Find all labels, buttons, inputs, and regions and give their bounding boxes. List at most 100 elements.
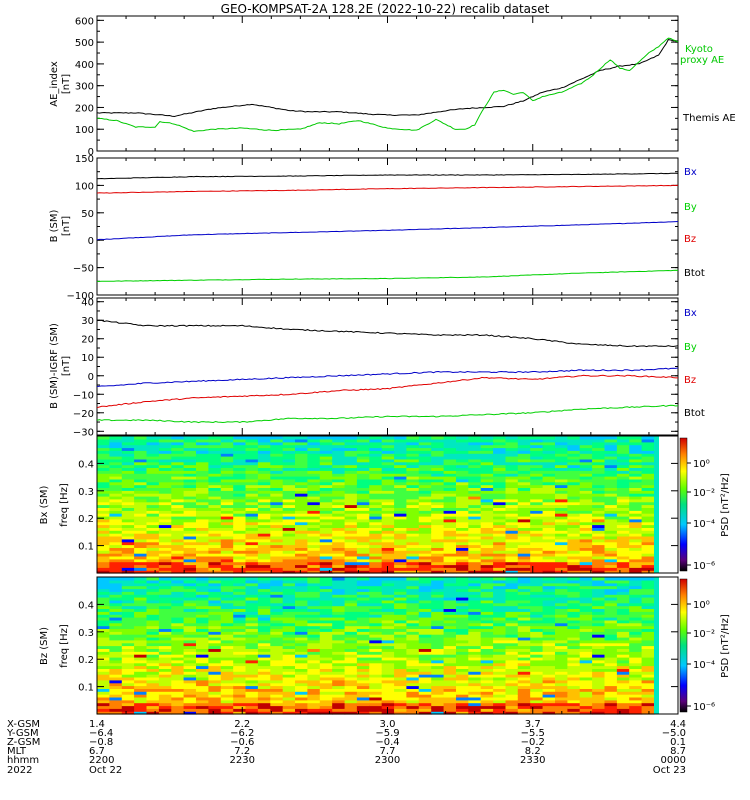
spectrogram-cell <box>282 478 296 483</box>
spectrogram-cell <box>332 665 346 669</box>
spectrogram-cell <box>406 501 420 506</box>
spectrogram-cell <box>270 702 284 707</box>
spectrogram-cell <box>257 588 271 592</box>
spectrogram-cell <box>245 521 259 526</box>
spectrogram-cell <box>282 510 296 514</box>
spectrogram-cell <box>307 656 321 661</box>
spectrogram-cell <box>418 473 432 477</box>
spectrogram-cell <box>97 504 110 508</box>
spectrogram-cell <box>233 599 247 604</box>
spectrogram-cell <box>307 464 321 468</box>
spectrogram-cell <box>356 567 370 571</box>
spectrogram-cell <box>505 659 519 664</box>
spectrogram-cell <box>356 591 370 595</box>
spectrogram-cell <box>344 577 358 581</box>
spectrogram-cell <box>480 671 494 675</box>
spectrogram-cell <box>245 513 259 517</box>
spectrogram-cell <box>97 619 110 624</box>
spectrogram-cell <box>431 642 445 647</box>
spectrogram-cell <box>394 702 408 707</box>
spectrogram-cell <box>542 456 556 460</box>
spectrogram-cell <box>604 602 618 607</box>
spectrogram-cell <box>220 599 234 604</box>
spectrogram-cell <box>233 441 247 446</box>
spectrogram-cell <box>555 507 568 511</box>
spectrogram-cell <box>208 639 222 644</box>
spectrogram-cell <box>418 544 432 548</box>
spectrogram-cell <box>567 521 581 526</box>
spectrogram-cell <box>517 504 531 508</box>
spectrogram-cell <box>356 450 370 454</box>
spectrogram-cell <box>171 493 185 497</box>
spectrogram-cell <box>344 567 358 571</box>
spectrogram-cell <box>97 513 110 517</box>
spectrogram-cell <box>493 467 507 471</box>
spectrogram-cell <box>530 685 544 689</box>
spectrogram-cell <box>220 498 234 503</box>
spectrogram-cell <box>567 507 581 511</box>
spectrogram-cell <box>468 665 482 669</box>
spectrogram-cell <box>493 547 507 551</box>
spectrogram-cell <box>208 582 222 587</box>
spectrogram-cell <box>456 473 469 477</box>
spectrogram-cell <box>344 665 358 669</box>
spectrogram-cell <box>517 645 531 649</box>
spectrogram-cell <box>456 541 469 546</box>
spectrogram-cell <box>443 602 457 607</box>
spectrogram-cell <box>220 447 234 451</box>
spectrogram-cell <box>146 570 160 574</box>
spectrogram-cell <box>121 438 135 443</box>
spectrogram-cell <box>158 441 172 446</box>
spectrogram-cell <box>567 487 581 491</box>
spectrogram-cell <box>332 473 346 477</box>
spectrogram-cell <box>567 705 581 709</box>
spectrogram-cell <box>146 521 160 526</box>
spectrogram-cell <box>282 504 296 508</box>
spectrogram-cell <box>629 538 643 543</box>
spectrogram-cell <box>97 656 110 661</box>
spectrogram-cell <box>109 567 123 571</box>
spectrogram-cell <box>480 636 494 641</box>
spectrogram-cell <box>406 648 420 652</box>
spectrogram-cell <box>629 501 643 506</box>
spectrogram-cell <box>270 453 284 457</box>
spectrogram-cell <box>171 533 185 537</box>
spectrogram-cell <box>616 685 630 689</box>
spectrogram-cell <box>567 504 581 508</box>
spectrogram-cell <box>332 691 346 695</box>
spectrogram-cell <box>567 625 581 629</box>
spectrogram-cell <box>431 507 445 511</box>
spectrogram-cell <box>332 510 346 514</box>
spectrogram-cell <box>604 659 618 664</box>
spectrogram-cell <box>468 544 482 548</box>
bz-spectrogram-cells <box>97 577 659 715</box>
spectrogram-cell <box>542 558 556 563</box>
spectrogram-cell <box>517 688 531 692</box>
spectrogram-cell <box>295 553 308 557</box>
spectrogram-cell <box>431 567 445 571</box>
spectrogram-cell <box>456 436 469 440</box>
spectrogram-cell <box>319 605 333 609</box>
spectrogram-cell <box>257 504 271 508</box>
spectrogram-cell <box>332 696 346 701</box>
spectrogram-cell <box>146 507 160 511</box>
series-bx <box>96 221 679 241</box>
spectrogram-cell <box>406 605 420 609</box>
spectrogram-cell <box>245 490 259 494</box>
spectrogram-cell <box>641 498 655 503</box>
spectrogram-cell <box>616 567 630 571</box>
spectrogram-cell <box>641 558 655 563</box>
spectrogram-cell <box>406 639 420 644</box>
spectrogram-cell <box>270 535 284 540</box>
spectrogram-cell <box>356 524 370 528</box>
spectrogram-cell <box>579 490 593 494</box>
spectrogram-cell <box>171 558 185 563</box>
spectrogram-cell <box>431 639 445 644</box>
spectrogram-cell <box>480 530 494 534</box>
spectrogram-cell <box>257 699 271 704</box>
spectrogram-cell <box>97 688 110 692</box>
spectrogram-cell <box>530 518 544 523</box>
spectrogram-cell <box>381 582 395 587</box>
spectrogram-cell <box>319 544 333 548</box>
spectrogram-cell <box>555 691 568 695</box>
